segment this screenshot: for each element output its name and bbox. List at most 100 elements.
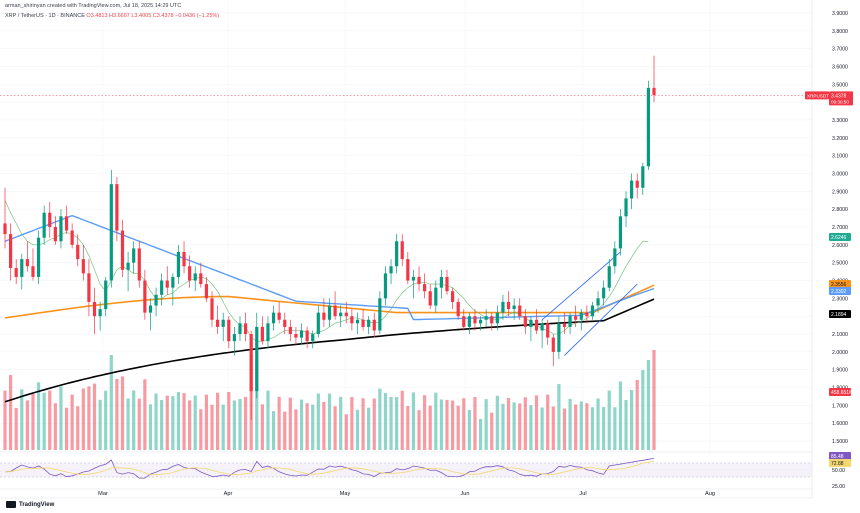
volume-bar — [406, 406, 410, 450]
y-tick-label: 2.7000 — [832, 225, 848, 231]
volume-bar — [8, 374, 13, 450]
symbol-badge: XRPUSDT — [807, 93, 829, 98]
symbol-header: XRP / TetherUS · 1D · BINANCE O3.4813 H3… — [5, 13, 219, 19]
volume-bar — [534, 395, 539, 450]
y-tick-label: 3.7000 — [832, 47, 848, 53]
y-tick-label: 1.5000 — [832, 439, 848, 445]
volume-bar — [115, 378, 119, 450]
ma-badge: 2.6246 — [831, 235, 847, 241]
candle-body — [423, 284, 427, 292]
candle-body — [372, 319, 376, 331]
candle-body — [551, 337, 555, 352]
y-tick-label: 3.1000 — [832, 154, 848, 160]
volume-bar — [590, 407, 595, 450]
volume-bar — [14, 408, 18, 450]
candle-body — [534, 319, 539, 331]
volume-bar — [607, 390, 611, 450]
candle-body — [283, 319, 287, 327]
brand-label: TradingView — [19, 501, 55, 508]
candle-body — [557, 323, 561, 352]
candle-body — [227, 319, 231, 342]
volume-bar — [294, 409, 298, 450]
candle-body — [327, 305, 332, 320]
ma-badge-bg — [829, 233, 851, 241]
candle-body — [148, 305, 153, 313]
volume-bar — [574, 404, 578, 450]
volume-bar — [439, 399, 443, 450]
candle-body — [389, 266, 393, 274]
volume-badge-bg — [829, 388, 851, 396]
volume-bar — [98, 399, 102, 450]
tradingview-footer[interactable]: TradingView — [6, 501, 54, 508]
candle-body — [344, 312, 348, 317]
candle-body — [31, 266, 35, 277]
candle-body — [613, 248, 617, 267]
rsi-badge-bg — [829, 452, 851, 460]
candle-body — [14, 268, 18, 277]
rsi-pane — [0, 451, 812, 490]
candle-body — [339, 312, 343, 317]
rsi-line — [4, 458, 655, 479]
candle-body — [104, 280, 108, 310]
volume-bar — [462, 398, 466, 450]
volume-bar — [87, 386, 91, 450]
candle-body — [439, 276, 443, 288]
candle-body — [607, 266, 611, 288]
candle-body — [333, 305, 337, 317]
volume-bar — [53, 403, 57, 450]
volume-bar — [126, 398, 130, 450]
volume-bar — [585, 403, 589, 450]
candle-body — [165, 280, 169, 288]
ma-badge-bg — [829, 280, 851, 288]
volume-bar — [81, 388, 85, 450]
ma-badge: 2.1894 — [831, 312, 847, 318]
candle-body — [378, 298, 382, 331]
candle-body — [484, 316, 488, 320]
candle-body — [478, 319, 483, 324]
candle-body — [579, 312, 583, 320]
y-tick-label: 2.0000 — [832, 350, 848, 356]
volume-bar — [160, 399, 164, 450]
volume-bar — [546, 394, 550, 450]
candle-body — [137, 248, 141, 281]
y-tick-label: 2.3000 — [832, 296, 848, 302]
candle-body — [495, 312, 499, 324]
candle-body — [406, 259, 410, 281]
volume-bar — [20, 389, 24, 450]
candle-body — [456, 301, 460, 317]
x-tick-label: Jul — [579, 491, 586, 497]
candle-body — [450, 291, 455, 302]
volume-bar — [518, 403, 522, 450]
ma-badge-bg — [829, 310, 851, 318]
candle-body — [361, 319, 365, 327]
candle-body — [171, 276, 175, 288]
volume-bar — [389, 396, 393, 450]
volume-bar — [529, 405, 533, 450]
candle-body — [42, 212, 46, 238]
candle-body — [216, 319, 220, 327]
candle-body — [288, 326, 292, 335]
rsi-tick-label: 50.00 — [832, 468, 845, 474]
volume-bar — [383, 393, 388, 450]
y-tick-label: 3.0000 — [832, 171, 848, 177]
candle-body — [602, 287, 606, 299]
candle-body — [199, 273, 203, 285]
candle-body — [299, 330, 304, 338]
volume-bar — [339, 396, 343, 450]
candle-body — [512, 305, 516, 310]
candle-body — [160, 280, 164, 295]
volume-bar — [495, 395, 499, 450]
candle-body — [221, 319, 225, 327]
volume-bar — [42, 392, 46, 450]
candle-body — [204, 284, 209, 299]
volume-bar — [501, 403, 505, 450]
candle-body — [176, 251, 181, 277]
volume-bar — [48, 390, 52, 450]
volume-bar — [646, 360, 651, 450]
volume-bar — [490, 412, 494, 450]
y-tick-label: 1.7000 — [832, 403, 848, 409]
volume-bar — [232, 400, 236, 450]
volume-bar — [120, 376, 125, 450]
last-price-badge: 3.4378 — [831, 93, 847, 99]
